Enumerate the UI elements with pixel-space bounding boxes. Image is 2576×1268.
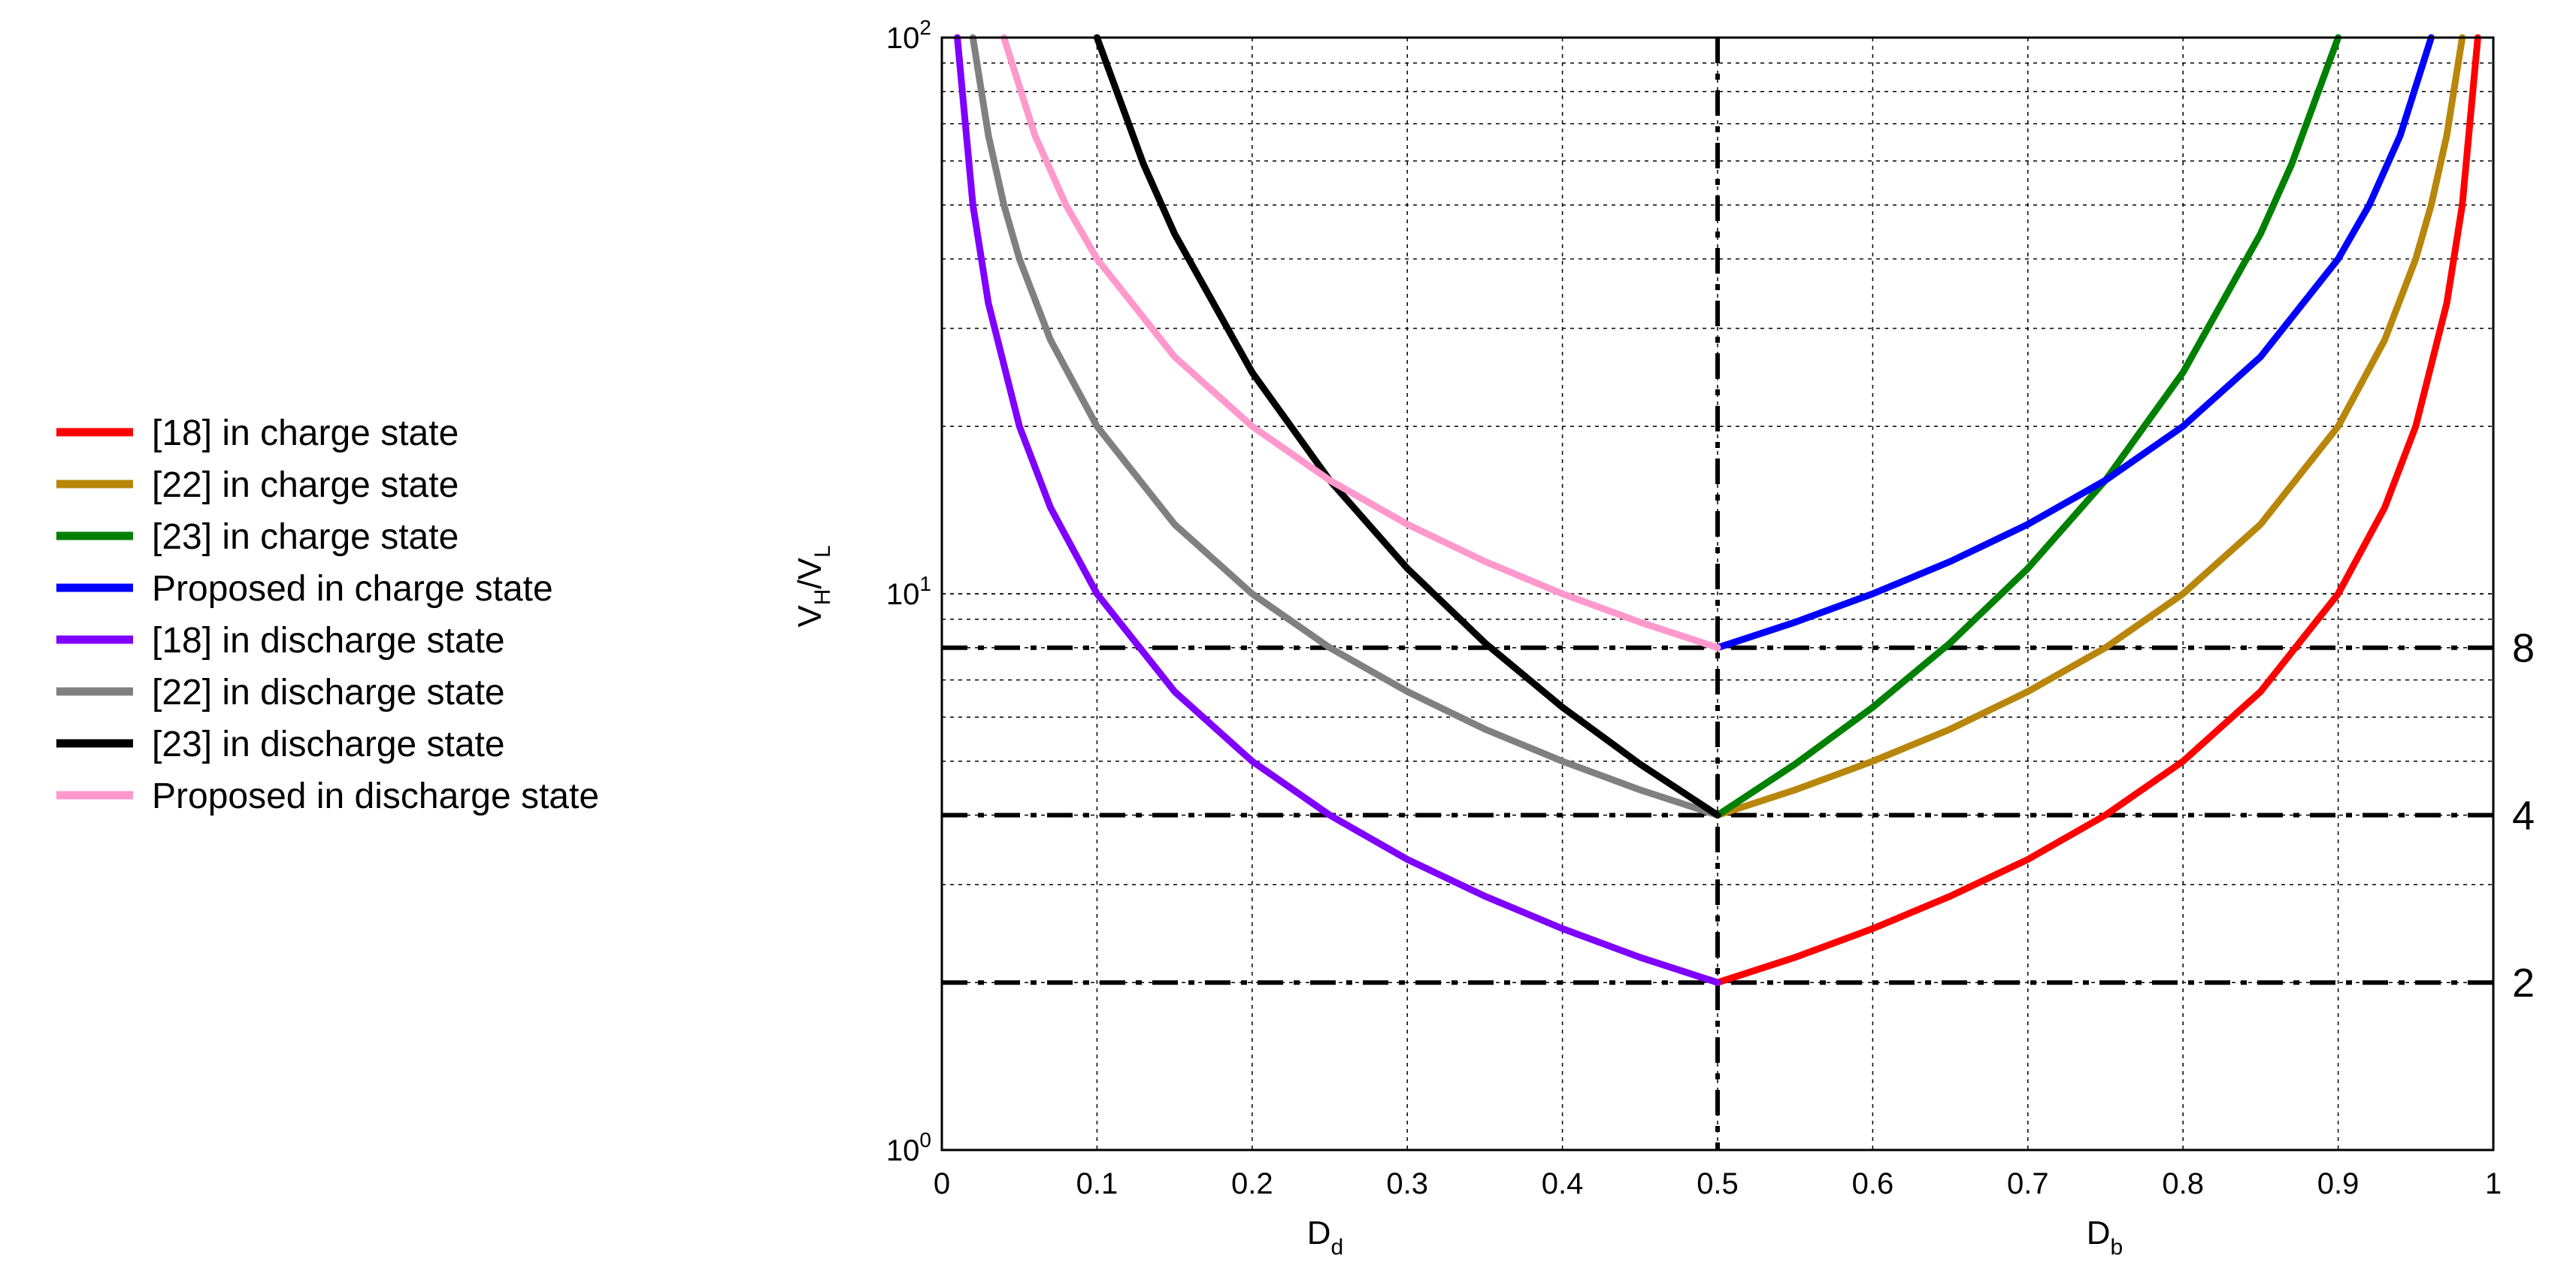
x-tick-label: 0.8 xyxy=(2162,1167,2204,1200)
x-axis-label-right: Db xyxy=(2087,1215,2123,1260)
x-axis-label-left: Dd xyxy=(1307,1215,1343,1260)
series-line xyxy=(1000,34,1721,652)
reference-labels: 8 4 2 xyxy=(2512,626,2535,1006)
legend-label: [23] in charge state xyxy=(152,517,459,557)
x-tick-label: 0.2 xyxy=(1231,1167,1273,1200)
series-line xyxy=(954,34,1721,986)
y-tick-labels: 100 101 102 xyxy=(886,16,931,1167)
legend-label: Proposed in discharge state xyxy=(152,776,599,816)
legend-label: [23] in discharge state xyxy=(152,725,505,764)
legend-label: [18] in charge state xyxy=(152,413,459,453)
series-line xyxy=(1714,34,2342,819)
legend: [18] in charge state [22] in charge state… xyxy=(56,413,599,816)
x-tick-label: 0.3 xyxy=(1386,1167,1428,1200)
reference-label: 4 xyxy=(2512,793,2535,838)
x-tick-label: 0.6 xyxy=(1852,1167,1894,1200)
series-line xyxy=(1714,34,2435,652)
plot-frame xyxy=(940,36,2495,1151)
reference-label: 8 xyxy=(2512,626,2535,671)
series-line xyxy=(1714,34,2466,819)
reference-label: 2 xyxy=(2512,961,2535,1006)
x-tick-label: 0.9 xyxy=(2317,1167,2360,1200)
legend-label: Proposed in charge state xyxy=(152,569,553,609)
data-series xyxy=(954,34,2481,986)
y-tick-label: 100 xyxy=(886,1128,931,1167)
x-tick-label: 0.5 xyxy=(1697,1167,1739,1200)
x-tick-label: 0.4 xyxy=(1542,1167,1584,1200)
x-tick-label: 0.1 xyxy=(1076,1167,1118,1200)
x-tick-label: 1 xyxy=(2485,1167,2502,1200)
y-tick-label: 102 xyxy=(886,16,931,55)
legend-label: [22] in charge state xyxy=(152,465,459,505)
y-tick-label: 101 xyxy=(886,572,931,611)
x-tick-label: 0 xyxy=(934,1167,950,1200)
legend-label: [22] in discharge state xyxy=(152,673,505,713)
series-line xyxy=(1093,34,1721,819)
series-line xyxy=(1714,34,2481,986)
legend-label: [18] in discharge state xyxy=(152,621,505,661)
x-tick-label: 0.7 xyxy=(2007,1167,2049,1200)
y-axis-label: VH/VL xyxy=(792,545,835,627)
series-line xyxy=(969,34,1721,819)
x-tick-labels: 0 0.1 0.2 0.3 0.4 0.5 0.6 0.7 0.8 0.9 1 xyxy=(934,1167,2502,1200)
